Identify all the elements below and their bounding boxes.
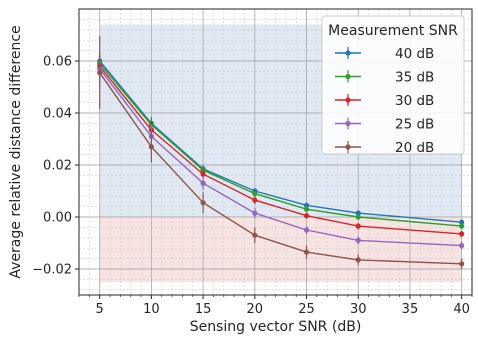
data-point bbox=[200, 171, 206, 177]
data-point bbox=[459, 223, 465, 229]
legend-entry: 30 dB bbox=[335, 93, 434, 109]
negative-region bbox=[99, 217, 462, 282]
data-point bbox=[355, 257, 361, 263]
legend-label: 30 dB bbox=[395, 93, 434, 109]
data-point bbox=[252, 210, 258, 216]
legend-entry: 25 dB bbox=[335, 117, 434, 133]
x-tick-label: 40 bbox=[453, 302, 470, 317]
data-point bbox=[355, 214, 361, 220]
data-point bbox=[355, 223, 361, 229]
legend-label: 40 dB bbox=[395, 46, 434, 62]
ticks: 5 10 15 20 25 30 35 40 −0.02 0.00 0.02 0.04 0.06 bbox=[32, 55, 473, 317]
data-point bbox=[148, 144, 154, 150]
legend-label: 35 dB bbox=[395, 70, 434, 86]
x-tick-label: 25 bbox=[298, 302, 315, 317]
legend-marker bbox=[345, 97, 351, 103]
legend-marker bbox=[345, 50, 351, 56]
x-axis-label: Sensing vector SNR (dB) bbox=[190, 319, 362, 335]
legend-entry: 40 dB bbox=[335, 46, 434, 62]
series-group bbox=[97, 36, 465, 269]
data-point bbox=[459, 243, 465, 249]
legend-marker bbox=[345, 120, 351, 127]
data-point bbox=[252, 197, 258, 203]
legend-entry: 35 dB bbox=[335, 70, 434, 86]
data-point bbox=[303, 249, 310, 255]
data-point bbox=[355, 237, 361, 243]
data-point bbox=[97, 70, 103, 76]
data-point bbox=[355, 210, 361, 216]
x-tick-label: 20 bbox=[247, 302, 264, 317]
x-tick-label: 5 bbox=[96, 302, 104, 317]
legend-label: 25 dB bbox=[395, 117, 434, 133]
y-tick-label: 0.00 bbox=[43, 211, 72, 226]
series-5 bbox=[97, 36, 465, 269]
data-point bbox=[252, 191, 258, 197]
legend-box bbox=[321, 15, 465, 155]
legend-entry: 20 dB bbox=[335, 140, 434, 156]
x-tick-label: 35 bbox=[402, 302, 419, 317]
data-point bbox=[200, 180, 206, 186]
y-tick-label: 0.04 bbox=[43, 107, 72, 122]
legend-title: Measurement SNR bbox=[328, 23, 458, 39]
y-axis-label: Average relative distance difference bbox=[8, 25, 24, 278]
data-point bbox=[303, 202, 310, 208]
x-tick-label: 15 bbox=[195, 302, 212, 317]
y-tick-label: −0.02 bbox=[32, 263, 72, 278]
y-tick-label: 0.02 bbox=[43, 159, 72, 174]
data-point bbox=[252, 232, 258, 238]
legend-marker bbox=[345, 73, 351, 80]
x-tick-label: 10 bbox=[143, 302, 160, 317]
data-point bbox=[303, 213, 310, 219]
legend: Measurement SNR 40 dB 35 dB 30 dB 25 dB 20 d… bbox=[321, 15, 465, 156]
y-tick-label: 0.06 bbox=[43, 55, 72, 70]
x-tick-label: 30 bbox=[350, 302, 367, 317]
data-point bbox=[200, 200, 206, 206]
data-point bbox=[303, 227, 310, 233]
data-point bbox=[459, 219, 465, 225]
data-point bbox=[303, 206, 310, 212]
data-point bbox=[459, 231, 465, 237]
legend-marker bbox=[345, 144, 351, 150]
legend-label: 20 dB bbox=[395, 140, 434, 156]
data-point bbox=[459, 261, 465, 267]
